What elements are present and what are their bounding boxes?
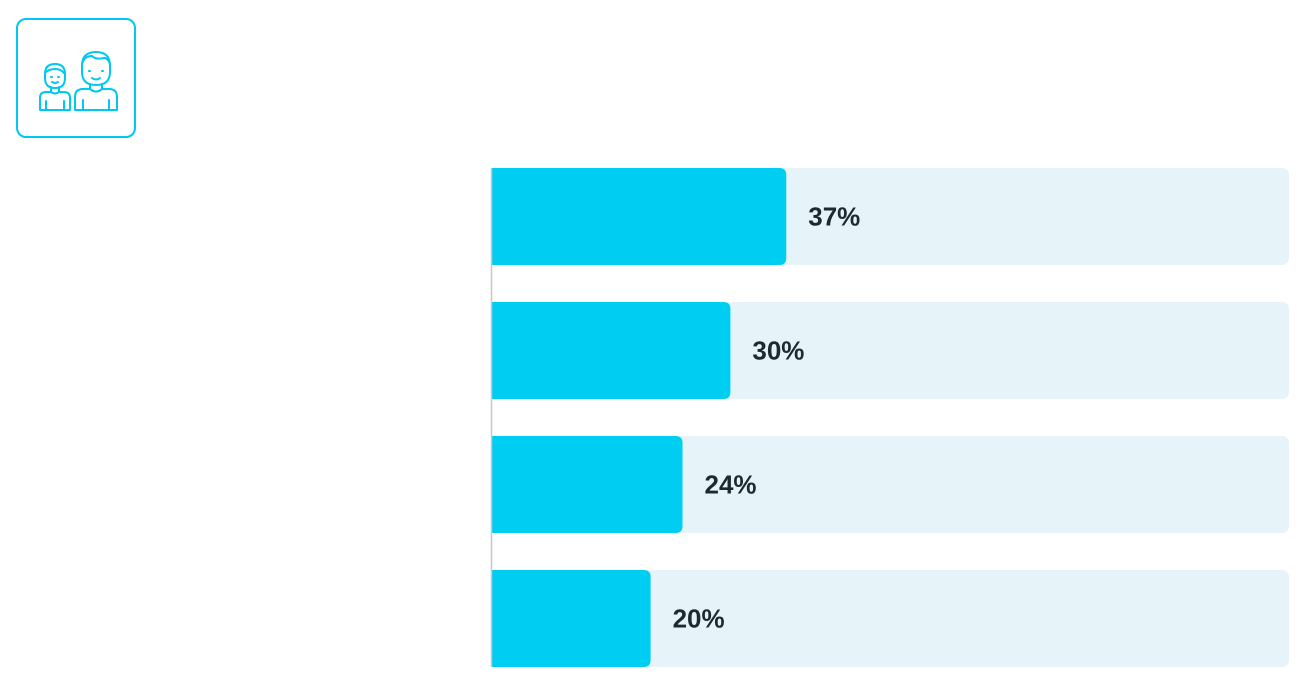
bar-4 [491,570,651,667]
bar-label-1: 37% [808,202,860,232]
bar-label-3: 24% [705,470,757,500]
people-icon-badge [16,18,136,138]
people-icon [39,51,118,111]
bar-3 [491,436,683,533]
bar-1 [491,168,787,265]
bar-2 [491,302,731,399]
bar-track-4 [491,570,1289,667]
bar-label-4: 20% [673,604,725,634]
bar-label-2: 30% [752,336,804,366]
bar-track-3 [491,436,1289,533]
